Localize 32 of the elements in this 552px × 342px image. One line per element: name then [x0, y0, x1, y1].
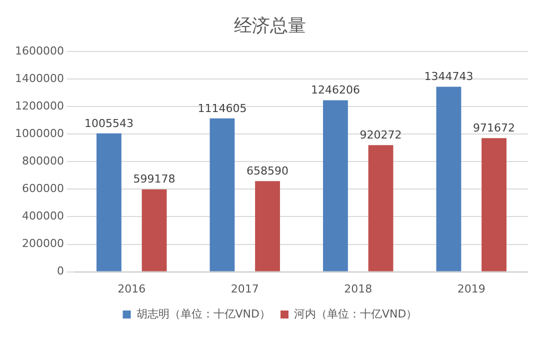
data-label: 658590	[246, 164, 289, 178]
data-label: 1114605	[198, 102, 247, 115]
x-tick-label: 2017	[230, 282, 259, 296]
legend-label: 河内（单位：十亿VND）	[294, 307, 418, 320]
bar	[255, 181, 280, 272]
bar	[142, 189, 167, 272]
data-label: 1005543	[84, 116, 134, 130]
y-tick-label: 1000000	[14, 127, 64, 140]
bar	[482, 138, 506, 272]
bar	[96, 133, 122, 272]
y-tick-label: 0	[56, 264, 64, 278]
data-label: 1246206	[310, 84, 360, 97]
y-tick-label: 600000	[22, 182, 64, 196]
legend-label: 胡志明（单位：十亿VND）	[136, 307, 271, 320]
bar	[436, 86, 462, 272]
data-label: 1344743	[424, 70, 474, 84]
chart-title: 经济总量	[234, 15, 306, 36]
y-tick-label: 400000	[22, 210, 64, 223]
bar	[368, 145, 394, 272]
y-tick-label: 1600000	[14, 44, 64, 58]
data-label: 920272	[360, 128, 402, 142]
y-tick-label: 1200000	[14, 100, 64, 113]
x-tick-label: 2018	[344, 282, 372, 296]
y-tick-label: 200000	[22, 237, 64, 250]
bar	[323, 100, 348, 272]
x-tick-label: 2016	[118, 282, 146, 296]
y-tick-label: 1400000	[14, 72, 64, 85]
y-tick-label: 800000	[22, 154, 64, 168]
bar	[210, 118, 235, 272]
data-label: 971672	[473, 121, 516, 134]
data-label: 599178	[133, 172, 176, 186]
x-tick-label: 2019	[457, 282, 486, 296]
